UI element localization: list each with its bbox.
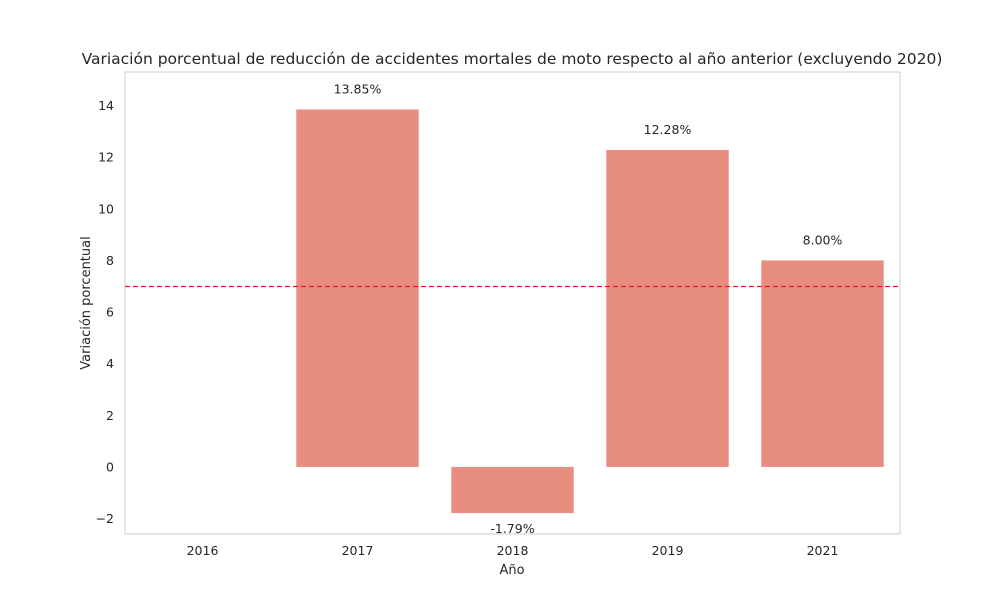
x-tick-label-2019: 2019 — [652, 543, 684, 558]
bar-2019 — [606, 149, 729, 467]
x-tick-label-2018: 2018 — [497, 543, 529, 558]
y-ticks-group: −2 0 2 4 6 8 10 12 14 — [96, 98, 114, 526]
bar-labels-group: 13.85% -1.79% 12.28% 8.00% — [334, 81, 843, 536]
x-ticks-group: 2016 2017 2018 2019 2021 — [187, 543, 839, 558]
bar-2017 — [296, 109, 419, 467]
bars-group — [296, 109, 884, 514]
y-tick-label: 6 — [106, 305, 114, 320]
bar-label-2017: 13.85% — [334, 81, 382, 96]
y-tick-label: 10 — [98, 201, 114, 216]
y-tick-label: 0 — [106, 459, 114, 474]
y-tick-label: 14 — [98, 98, 114, 113]
x-tick-label-2021: 2021 — [807, 543, 839, 558]
y-tick-label: 12 — [98, 150, 114, 165]
plot-frame — [124, 71, 901, 535]
x-tick-label-2017: 2017 — [342, 543, 374, 558]
x-tick-label-2016: 2016 — [187, 543, 219, 558]
bar-2018 — [451, 466, 574, 514]
bar-label-2019: 12.28% — [644, 122, 692, 137]
y-tick-label: 2 — [106, 408, 114, 423]
chart-title: Variación porcentual de reducción de acc… — [82, 50, 943, 68]
y-tick-label: 4 — [106, 356, 114, 371]
y-axis-label: Variación porcentual — [79, 236, 94, 369]
x-axis-label: Año — [499, 563, 524, 578]
bar-2021 — [761, 260, 884, 467]
bar-label-2021: 8.00% — [803, 232, 843, 247]
y-tick-label: 8 — [106, 253, 114, 268]
y-tick-label: −2 — [96, 511, 114, 526]
bar-label-2018: -1.79% — [490, 521, 534, 536]
